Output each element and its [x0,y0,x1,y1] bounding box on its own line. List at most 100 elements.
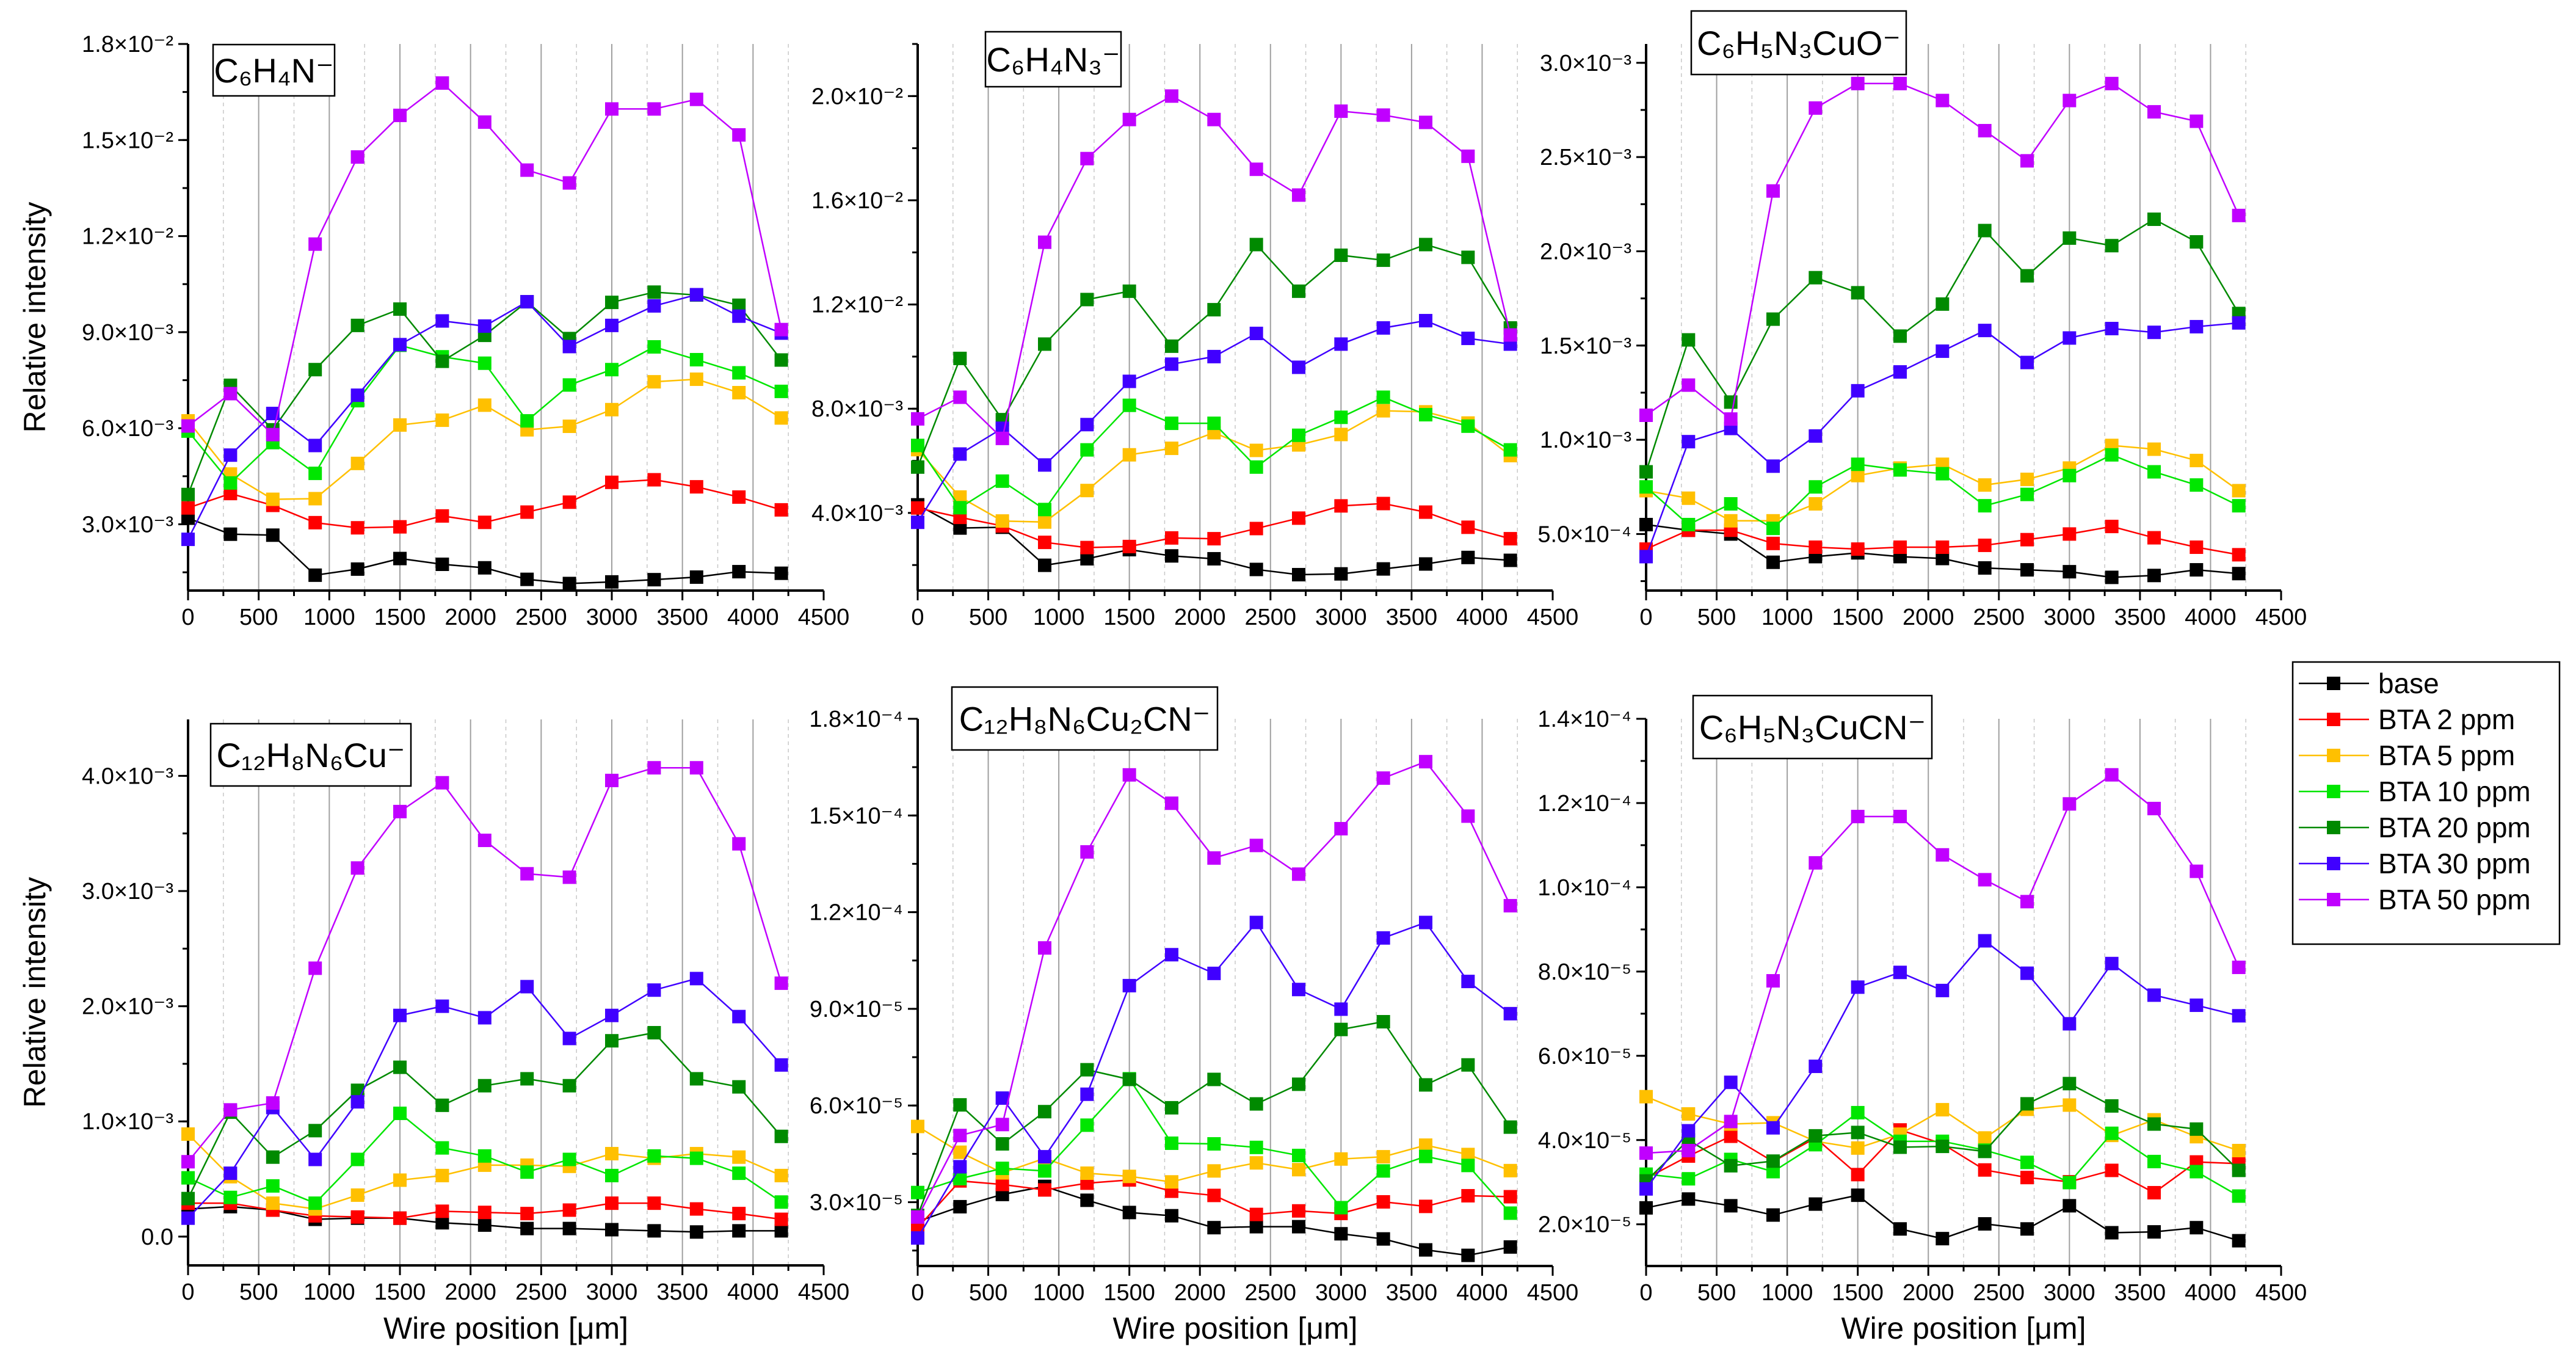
data-point [953,447,967,461]
x-tick-label: 0 [911,605,924,630]
x-tick-label: 500 [239,605,278,630]
data-point [181,533,195,547]
x-tick-label: 2500 [515,1279,567,1305]
data-point [1165,1101,1178,1115]
data-point [1893,365,1907,379]
data-point [2190,478,2204,492]
data-point [1639,1090,1653,1104]
data-point [435,1216,449,1230]
data-point [477,1079,492,1093]
data-point [995,1137,1009,1151]
data-point [181,1211,195,1225]
data-point [308,1124,322,1138]
data-point [1724,412,1738,426]
data-point [2190,114,2204,128]
data-point [1376,1232,1390,1246]
data-point [435,558,449,572]
data-point [350,318,365,332]
data-point [1376,931,1390,945]
data-point [2190,319,2204,333]
legend-label: BTA 20 ppm [2378,812,2531,843]
y-tick-label: 3.0×10⁻³ [82,879,173,904]
data-point [308,568,322,582]
data-point [647,761,661,775]
y-tick-label: 1.4×10⁻⁴ [1537,707,1631,732]
series-bta-2-ppm [1639,520,2246,562]
series-bta-20-ppm [911,1015,1517,1223]
x-tick-label: 1000 [1033,605,1085,630]
data-point [689,480,703,494]
data-point [562,577,576,591]
x-tick-label: 3500 [1386,605,1438,630]
x-tick-label: 3000 [2044,605,2095,630]
data-point [1809,271,1823,285]
data-point [1419,1243,1432,1257]
data-point [2147,1225,2161,1239]
series-bta-10-ppm [911,390,1517,517]
y-tick-label: 1.8×10⁻² [82,32,173,57]
data-point [1165,357,1178,371]
data-point [953,390,967,404]
data-point [1038,458,1051,472]
data-point [1893,540,1907,555]
y-tick-label: 2.0×10⁻³ [82,994,173,1020]
data-point [2147,1117,2161,1131]
x-tick-label: 3000 [1315,605,1367,630]
data-point [2105,448,2119,462]
data-point [605,1168,619,1182]
data-point [1207,349,1221,363]
panel-title-box [1692,694,1933,760]
data-point [2105,570,2119,584]
x-tick-label: 500 [239,1279,278,1305]
data-point [1376,404,1390,418]
data-point [1292,983,1305,997]
chart-panel: 0 500 1000 1500 2000 2500 3000 3500 4000 4500 4.0×… [811,31,1578,630]
series-bta-10-ppm [1639,448,2246,536]
x-tick-label: 3000 [586,605,638,630]
data-point [1080,151,1094,166]
data-point [732,490,746,504]
data-point [1292,1220,1305,1234]
data-point [1851,1126,1865,1140]
data-point [2232,567,2246,581]
data-point [1249,162,1263,176]
x-axis-title: Wire position [μm] [1112,1311,1357,1345]
x-tick-label: 2500 [515,605,567,630]
data-point [2020,895,2034,909]
data-point [1682,333,1696,347]
data-point [647,102,661,116]
data-point [1809,1197,1823,1211]
y-axis-title: Relative intensity [18,877,52,1108]
data-point [647,1196,661,1210]
data-point [2063,93,2077,107]
y-tick-label: 3.0×10⁻⁵ [810,1190,903,1216]
data-point [562,1031,576,1046]
data-point [647,340,661,354]
data-point [1038,515,1051,529]
data-point [2190,864,2204,878]
data-point [689,288,703,302]
data-point [1639,550,1653,564]
data-point [953,351,967,365]
data-point [1851,286,1865,300]
data-point [1766,974,1780,988]
data-point [1639,480,1653,494]
data-point [350,1095,365,1109]
data-point [605,102,619,116]
data-point [2020,355,2034,369]
legend-label: BTA 30 ppm [2378,848,2531,879]
data-point [562,176,576,190]
data-point [911,515,924,529]
data-point [732,128,746,142]
data-point [1851,384,1865,398]
data-point [1334,1022,1348,1036]
series-line [187,1031,782,1199]
data-point [181,501,195,515]
data-point [266,1196,280,1210]
panel-title: C₆H₄N⁻ [214,51,333,90]
panel-title-box [984,31,1122,88]
data-point [1936,848,1950,862]
data-point [1461,250,1475,264]
x-tick-label: 1500 [374,1279,426,1305]
data-point [562,870,576,884]
